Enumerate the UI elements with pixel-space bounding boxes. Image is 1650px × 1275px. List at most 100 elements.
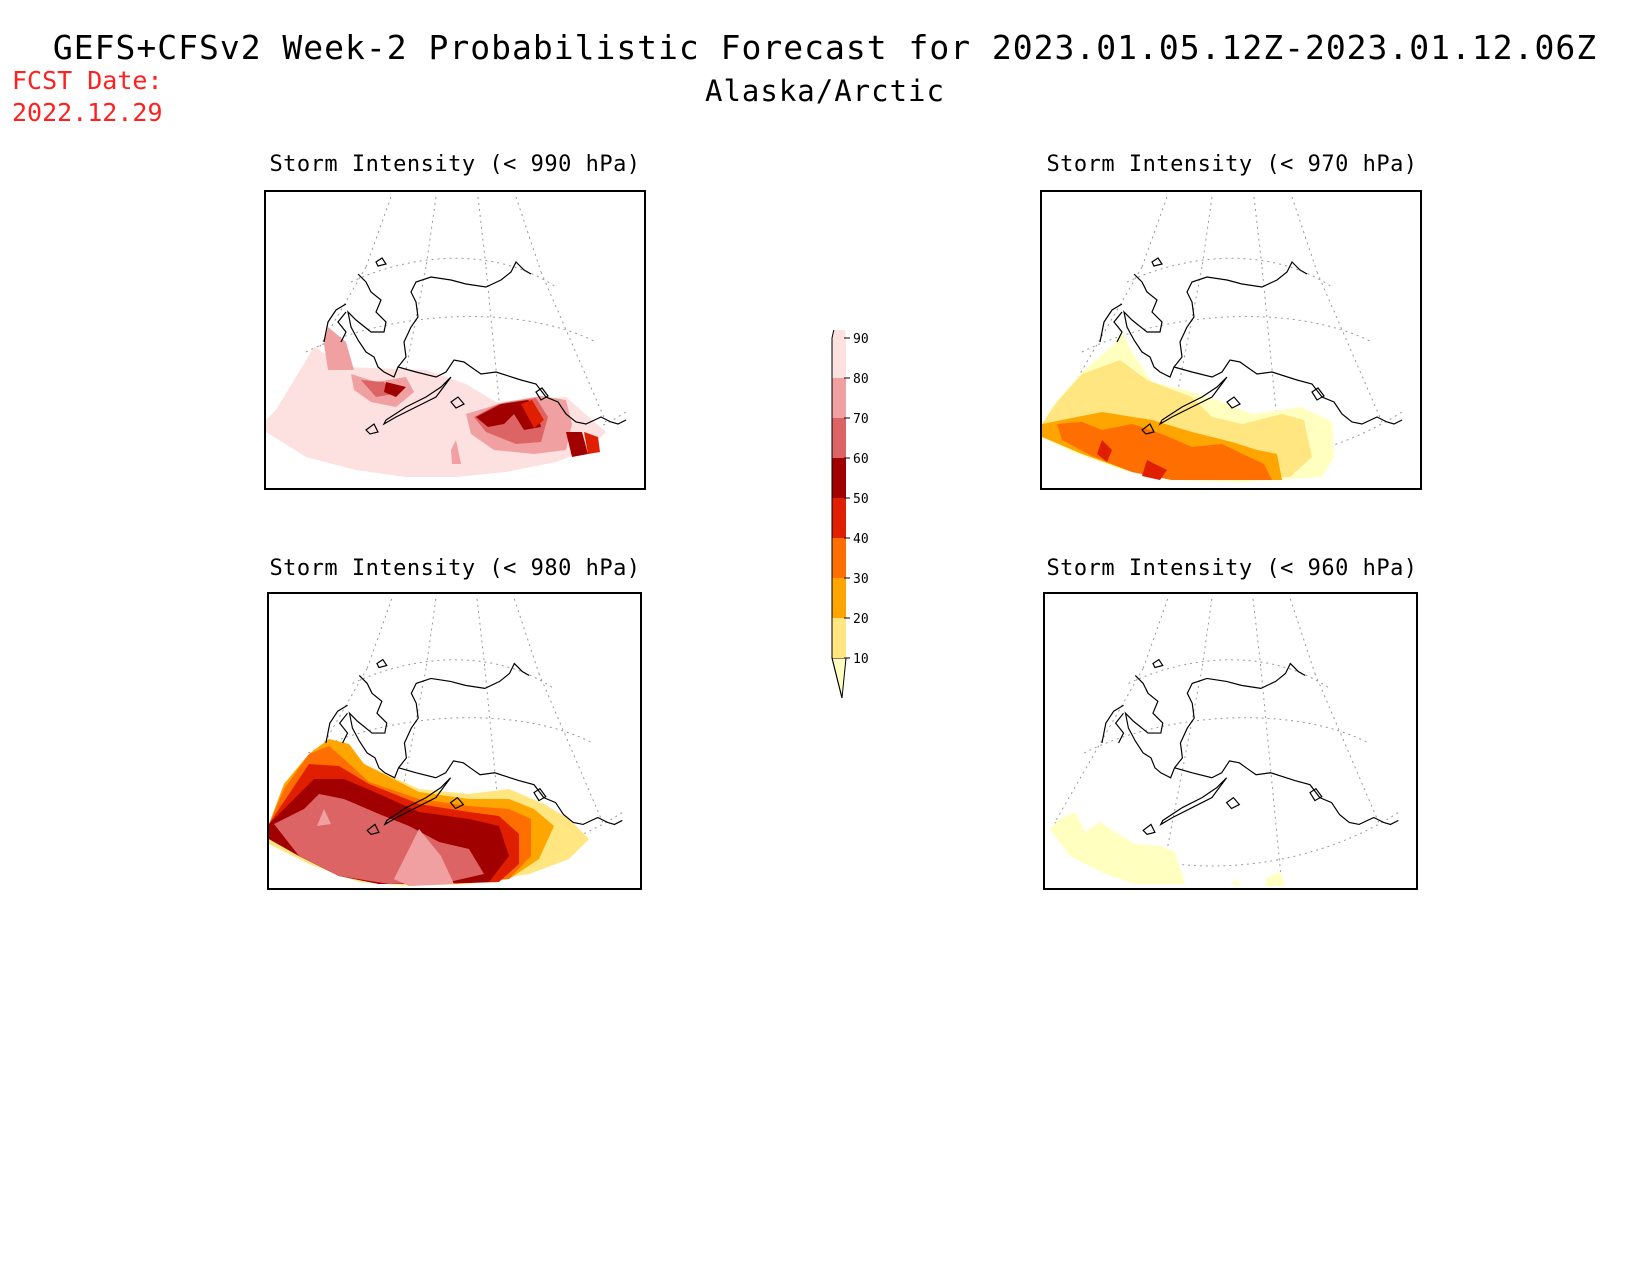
coastline-segment bbox=[347, 260, 532, 378]
coastline-segment bbox=[1114, 712, 1125, 744]
coastline-segment bbox=[1113, 311, 1123, 343]
coastline-segment bbox=[397, 359, 627, 425]
coastline-segment bbox=[1174, 760, 1399, 826]
colorbar-tick-label: 30 bbox=[853, 572, 869, 587]
graticule-line bbox=[365, 196, 392, 268]
coastline-segment bbox=[1226, 396, 1241, 409]
colorbar-tick-label: 10 bbox=[853, 652, 869, 667]
coastline-segment bbox=[383, 777, 452, 826]
colorbar-box-c70 bbox=[832, 418, 846, 458]
graticule-line bbox=[1291, 196, 1318, 273]
map-panel-970 bbox=[1040, 190, 1422, 490]
coastline-alaska bbox=[323, 257, 627, 435]
colorbar-high-arrow bbox=[832, 330, 846, 338]
colorbar-box-c90 bbox=[832, 338, 846, 378]
graticule-line bbox=[1162, 668, 1203, 873]
coastline-segment bbox=[1309, 787, 1323, 802]
coastline-alaska bbox=[1101, 658, 1399, 836]
graticule-line bbox=[485, 266, 507, 473]
graticule-line bbox=[513, 598, 540, 674]
map-panel-980 bbox=[267, 592, 642, 890]
probability-fill-980 bbox=[269, 739, 589, 886]
coastline-segment bbox=[1141, 423, 1155, 435]
colorbar-box-c20 bbox=[832, 618, 846, 658]
graticule-line bbox=[1289, 598, 1316, 674]
map-svg-960 bbox=[1050, 598, 1399, 886]
map-svg-990 bbox=[266, 196, 627, 477]
colorbar-box-c60 bbox=[832, 458, 846, 498]
map-svg-980 bbox=[269, 598, 623, 886]
coastline-segment bbox=[1124, 662, 1306, 779]
graticule-line bbox=[1128, 659, 1330, 689]
probability-fill-970 bbox=[1042, 332, 1334, 482]
coastline-segment bbox=[398, 760, 623, 826]
graticule-line bbox=[1260, 668, 1282, 873]
colorbar-tick-label: 40 bbox=[853, 532, 869, 547]
coastline-segment bbox=[376, 658, 388, 669]
coastline-segment bbox=[323, 303, 347, 343]
coastline-segment bbox=[382, 376, 452, 426]
coastline-segment bbox=[1099, 303, 1123, 343]
graticule-line bbox=[350, 257, 557, 288]
map-panel-990 bbox=[264, 190, 646, 490]
probability-fill-990 bbox=[266, 327, 606, 477]
graticule-line bbox=[425, 196, 437, 268]
graticule-line bbox=[1201, 598, 1213, 669]
graticule-line bbox=[1054, 812, 1399, 867]
graticule-line bbox=[1261, 266, 1283, 473]
graticule-line bbox=[1081, 316, 1373, 353]
graticule-line bbox=[1084, 717, 1370, 754]
coastline-segment bbox=[450, 396, 465, 409]
graticule-line bbox=[1201, 196, 1213, 268]
coastline-segment bbox=[365, 423, 379, 435]
coastline-segment bbox=[338, 712, 349, 744]
probability-fill-960 bbox=[1050, 812, 1285, 886]
map-svg-970 bbox=[1042, 196, 1403, 482]
coastline-segment bbox=[325, 704, 348, 744]
coastline-segment bbox=[337, 311, 347, 343]
graticule-line bbox=[484, 668, 506, 873]
coastline-segment bbox=[1101, 704, 1124, 744]
colorbar-low-arrow bbox=[831, 657, 847, 699]
probability-colorbar: 10 20 30 40 50 60 70 80 90 bbox=[831, 330, 869, 699]
colorbar-tick-label: 80 bbox=[853, 372, 869, 387]
coastline-segment bbox=[1225, 796, 1241, 810]
colorbar-box-c40 bbox=[832, 538, 846, 578]
coastline-segment bbox=[1311, 387, 1325, 401]
coastline-segment bbox=[449, 796, 465, 810]
colorbar-box-c30 bbox=[832, 578, 846, 618]
colorbar-tick-label: 20 bbox=[853, 612, 869, 627]
graticule-line bbox=[1054, 668, 1144, 823]
graticule-line bbox=[1126, 257, 1333, 288]
coastline-segment bbox=[1142, 823, 1156, 836]
region-subtitle: Alaska/Arctic bbox=[705, 74, 945, 108]
coastline-segment bbox=[348, 662, 530, 779]
coastline-segment bbox=[1123, 260, 1308, 378]
colorbar-edge bbox=[831, 330, 843, 699]
graticule-line bbox=[352, 659, 554, 689]
coastline-segment bbox=[366, 823, 380, 836]
coastline-segment bbox=[1152, 658, 1164, 669]
graticule-line bbox=[515, 196, 542, 273]
colorbar-box-c50 bbox=[832, 498, 846, 538]
map-panel-960 bbox=[1043, 592, 1418, 890]
colorbar-tick-label: 90 bbox=[853, 332, 869, 347]
graticule-line bbox=[308, 717, 594, 754]
graticule-line bbox=[477, 196, 487, 268]
main-title: GEFS+CFSv2 Week-2 Probabilistic Forecast… bbox=[52, 28, 1598, 67]
graticule-line bbox=[1253, 196, 1263, 268]
colorbar-tick-label: 70 bbox=[853, 412, 869, 427]
coastline-segment bbox=[1173, 359, 1403, 425]
coastline-segment bbox=[535, 387, 549, 401]
colorbar-box-c80 bbox=[832, 378, 846, 418]
graticule-line bbox=[476, 598, 486, 669]
coastline-segment bbox=[1159, 777, 1228, 826]
fcst-date-label: FCST Date: bbox=[12, 66, 163, 95]
coastline-segment bbox=[1151, 257, 1163, 267]
fcst-date-value: 2022.12.29 bbox=[12, 98, 163, 127]
panel-title-960: Storm Intensity (< 960 hPa) bbox=[1046, 556, 1418, 581]
panel-title-990: Storm Intensity (< 990 hPa) bbox=[269, 152, 641, 177]
panel-title-970: Storm Intensity (< 970 hPa) bbox=[1046, 152, 1418, 177]
colorbar-tick-label: 50 bbox=[853, 492, 869, 507]
graticule-line bbox=[425, 598, 437, 669]
